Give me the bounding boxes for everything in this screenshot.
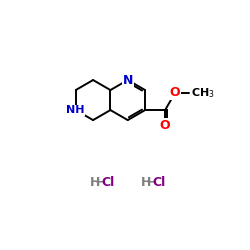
Text: NH: NH [66,105,84,115]
Text: Cl: Cl [102,176,115,189]
Text: −: − [146,176,156,189]
Text: H: H [141,176,151,189]
Text: H: H [90,176,100,189]
Text: O: O [160,118,170,132]
Text: O: O [170,86,180,99]
Text: CH$_3$: CH$_3$ [191,86,214,100]
Text: −: − [95,176,106,189]
Text: N: N [122,74,133,86]
Text: Cl: Cl [152,176,166,189]
